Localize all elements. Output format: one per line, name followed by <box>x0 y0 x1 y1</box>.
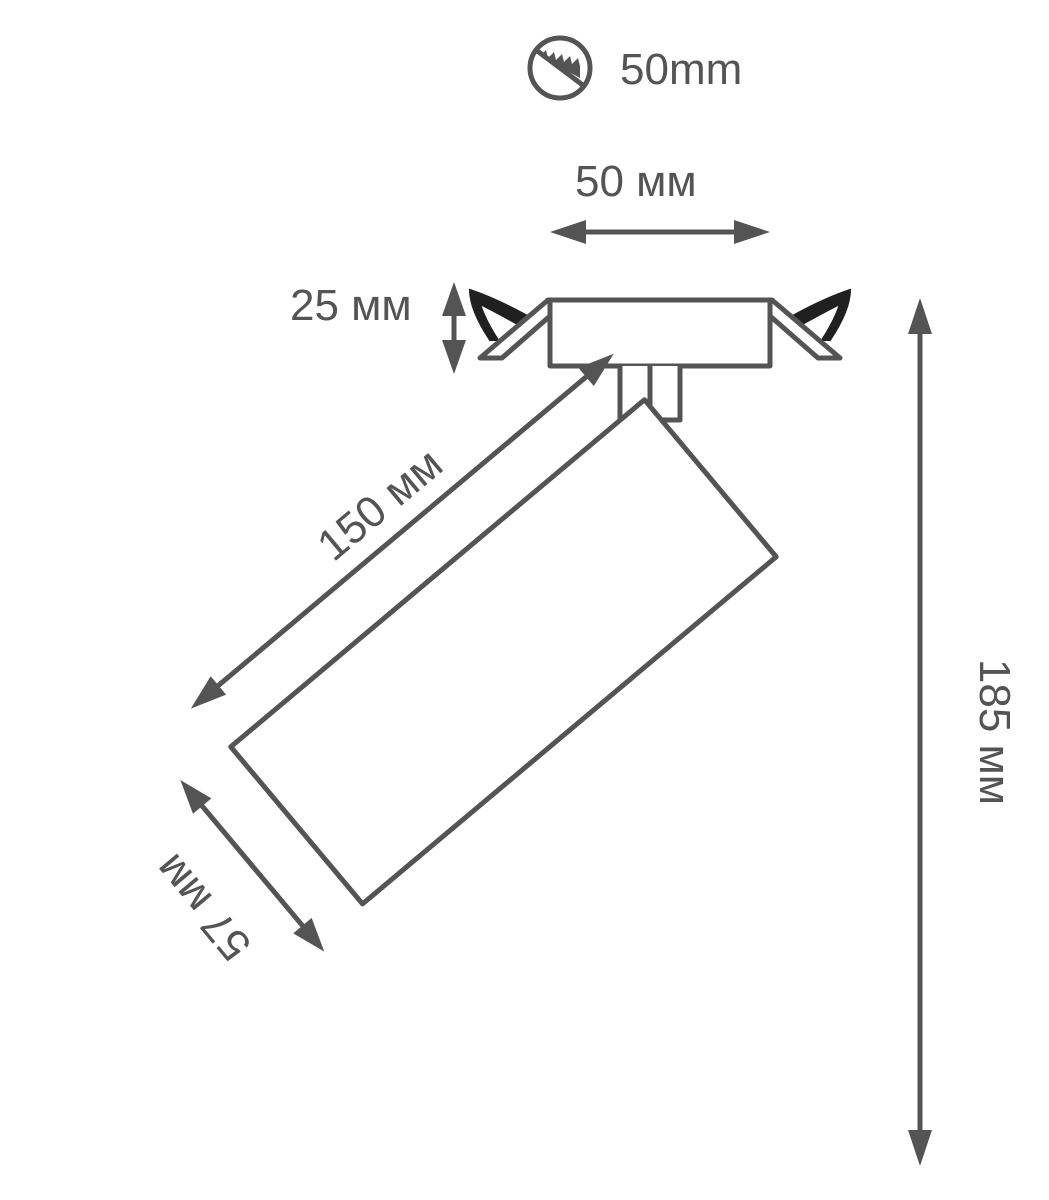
cutout-icon <box>530 38 590 98</box>
mounting-bracket <box>470 290 850 420</box>
dim-depth-label: 25 мм <box>290 281 412 330</box>
technical-drawing: 50mm 50 мм 25 мм <box>0 0 1049 1200</box>
dim-width-label: 50 мм <box>575 157 697 206</box>
cutout-label: 50mm <box>620 45 742 94</box>
dim-diameter-label: 57 мм <box>145 845 261 970</box>
lamp-tube <box>231 400 776 904</box>
dim-width-arrow <box>550 220 770 244</box>
dim-depth-arrow <box>442 282 466 374</box>
dim-height-label: 185 мм <box>970 659 1019 805</box>
dim-height-arrow <box>908 298 932 1166</box>
